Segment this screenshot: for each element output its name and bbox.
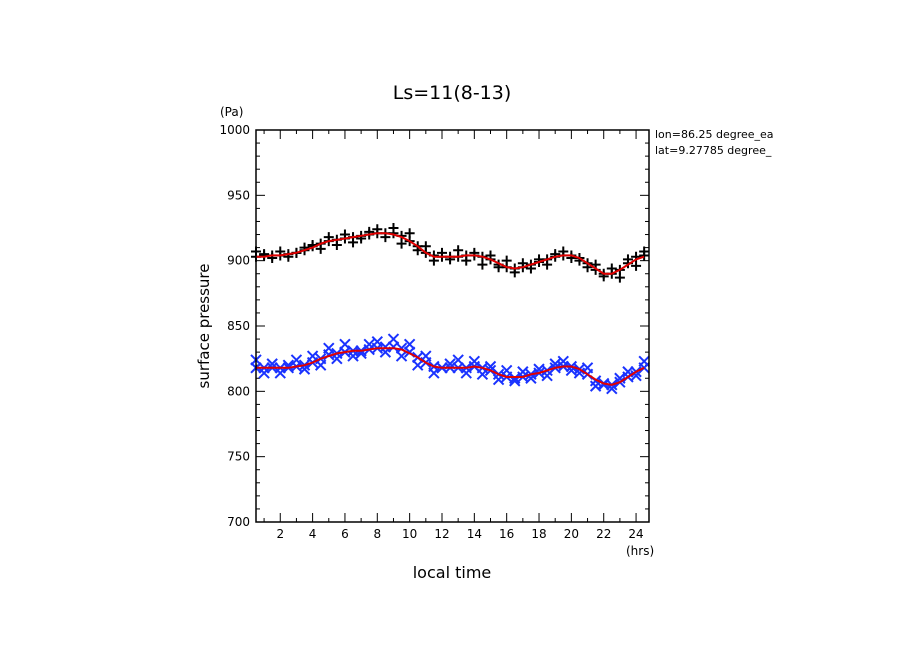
x-tick-label: 4	[309, 527, 317, 541]
plus-marker	[631, 260, 642, 271]
plus-marker	[348, 237, 359, 248]
cross-marker	[614, 372, 626, 384]
plus-marker	[614, 272, 625, 283]
chart-title: Ls=11(8-13)	[393, 82, 512, 104]
cross-marker	[557, 355, 569, 367]
cross-marker	[500, 364, 513, 377]
y-tick-label: 850	[227, 319, 250, 333]
y-tick-label: 1000	[219, 123, 250, 137]
series-5	[256, 347, 645, 386]
cross-marker	[638, 355, 650, 367]
y-tick-label: 750	[227, 450, 250, 464]
cross-marker	[363, 338, 375, 351]
x-tick-label: 8	[373, 527, 381, 541]
cross-marker	[589, 380, 602, 392]
plus-marker	[501, 255, 512, 266]
cross-marker	[258, 367, 270, 379]
cross-marker	[468, 355, 481, 367]
data-marks	[250, 223, 650, 395]
cross-marker	[412, 359, 424, 371]
x-axis-label: local time	[413, 563, 492, 582]
plot-frame	[255, 129, 650, 523]
x-tick-label: 2	[276, 527, 284, 541]
x-tick-label: 18	[531, 527, 546, 541]
cross-marker	[460, 367, 472, 379]
plus-marker	[639, 246, 650, 257]
y-unit-label: (Pa)	[220, 105, 243, 119]
plus-marker	[388, 223, 399, 233]
cross-marker	[573, 367, 586, 379]
y-tick-label: 700	[227, 515, 250, 529]
cross-marker	[428, 367, 440, 379]
series-0	[251, 228, 650, 279]
x-tick-label: 6	[341, 527, 349, 541]
cross-marker	[323, 342, 335, 354]
cross-marker	[314, 359, 327, 371]
x-tick-label: 20	[564, 527, 579, 541]
x-tick-label: 12	[434, 527, 449, 541]
x-tick-label: 24	[628, 527, 643, 541]
plus-marker	[404, 228, 415, 239]
x-tick-label: 16	[499, 527, 514, 541]
plus-marker	[396, 238, 407, 249]
plus-marker	[315, 243, 326, 254]
annotation-lat: lat=9.27785 degree_	[655, 144, 772, 157]
plus-marker	[542, 259, 553, 270]
y-tick-label: 900	[227, 254, 250, 268]
cross-marker	[452, 354, 464, 366]
plus-marker	[420, 241, 431, 252]
plus-marker	[331, 239, 342, 250]
y-tick-label: 950	[227, 188, 250, 202]
plus-marker	[477, 259, 488, 270]
x-unit-label: (hrs)	[626, 544, 654, 558]
cross-marker	[290, 354, 303, 366]
cross-marker	[395, 350, 408, 362]
plus-marker	[622, 254, 633, 265]
cross-marker	[371, 335, 384, 348]
x-tick-label: 10	[402, 527, 417, 541]
fit-line	[256, 347, 645, 386]
cross-marker	[403, 338, 416, 351]
cross-marker	[347, 350, 359, 362]
cross-marker	[339, 338, 351, 351]
annotation-lon: lon=86.25 degree_ea	[655, 128, 774, 141]
cross-marker	[306, 350, 319, 362]
y-tick-label: 800	[227, 384, 250, 398]
cross-marker	[387, 333, 400, 345]
x-tick-label: 22	[596, 527, 611, 541]
x-tick-label: 14	[467, 527, 482, 541]
cross-marker	[606, 383, 618, 395]
plus-marker	[606, 263, 617, 274]
plus-marker	[453, 245, 464, 256]
plus-marker	[461, 255, 472, 266]
fit-line	[256, 232, 645, 275]
y-axis-label: surface pressure	[195, 264, 213, 389]
cross-marker	[630, 369, 642, 382]
series-4	[256, 232, 645, 275]
